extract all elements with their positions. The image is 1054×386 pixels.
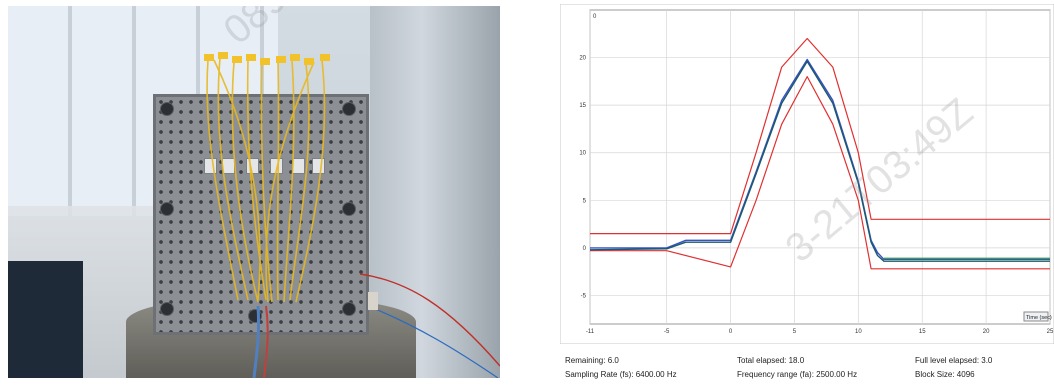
y-tick-label: -5 xyxy=(581,293,587,299)
legend-label: Time (sec) xyxy=(1026,315,1052,321)
series-line-4 xyxy=(589,60,1050,262)
y-tick-label: 20 xyxy=(579,56,586,62)
y-tick-label: 10 xyxy=(579,151,586,157)
cable-clip xyxy=(270,158,283,174)
y-tick-label: 15 xyxy=(579,103,586,109)
vibration-test-chart: -11 -5 0 5 10 15 20 25 -5 0 5 10 15 20 0 3-21T03:49Z … xyxy=(560,4,1054,386)
y-axis-top-label: 0 xyxy=(593,14,597,20)
bolt xyxy=(160,202,174,216)
series-line-2 xyxy=(590,76,1050,270)
bolt xyxy=(342,302,356,316)
x-tick-label: 10 xyxy=(855,329,862,335)
legend-box[interactable] xyxy=(1023,311,1049,322)
total-elapsed-text: Total elapsed: 18.0 xyxy=(737,356,805,365)
photo-watermark: 0899 xyxy=(216,6,312,53)
y-tick-label: 5 xyxy=(583,198,587,204)
x-tick-label: 5 xyxy=(793,329,797,335)
bolt xyxy=(160,302,174,316)
yellow-sensor-cables xyxy=(204,52,330,303)
test-fixture-photo: 0899 xyxy=(8,6,500,378)
x-tick-label: 15 xyxy=(919,329,926,335)
x-tick-label: 25 xyxy=(1047,329,1054,335)
frequency-range-text: Frequency range (fa): 2500.00 Hz xyxy=(737,370,858,379)
tick-labels: -11 -5 0 5 10 15 20 25 -5 0 5 10 15 20 xyxy=(579,56,1054,335)
dark-door xyxy=(8,261,83,378)
x-tick-label: -11 xyxy=(586,329,595,335)
series-line-1 xyxy=(590,37,1050,235)
remaining-text: Remaining: 6.0 xyxy=(565,356,619,365)
bolt xyxy=(342,102,356,116)
bolt xyxy=(160,102,174,116)
x-tick-label: 0 xyxy=(729,329,733,335)
series-layer xyxy=(589,37,1050,270)
full-level-elapsed-text: Full level elapsed: 3.0 xyxy=(915,356,993,365)
plot-area xyxy=(589,9,1051,325)
series-line-3 xyxy=(590,58,1050,260)
red-signal-cable: 0899 xyxy=(216,6,500,378)
x-tick-label: -5 xyxy=(664,329,670,335)
x-tick-label: 20 xyxy=(983,329,990,335)
sampling-rate-text: Sampling Rate (fs): 6400.00 Hz xyxy=(565,370,677,379)
y-tick-label: 0 xyxy=(583,246,587,252)
bolt xyxy=(342,202,356,216)
block-size-text: Block Size: 4096 xyxy=(915,370,975,379)
